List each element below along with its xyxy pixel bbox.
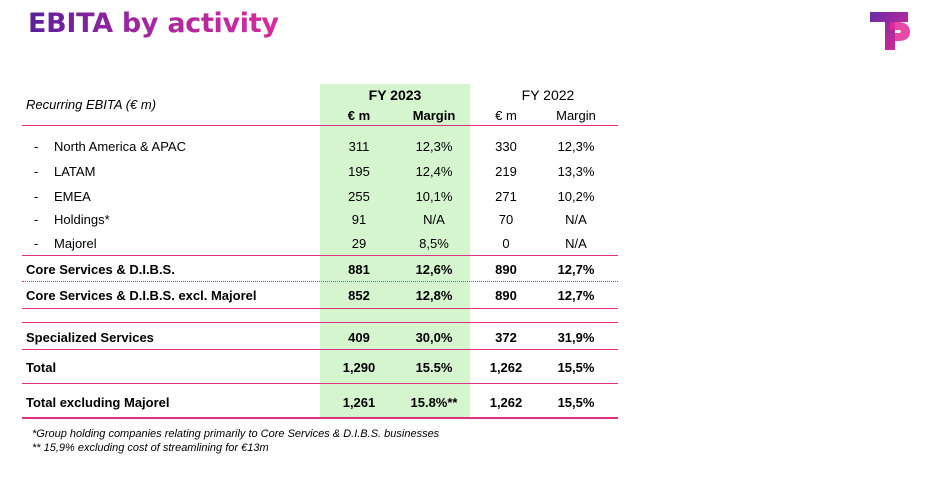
cell-fy2023-margin: 12,3% [415,139,453,154]
cell-fy2022-value: 890 [495,288,517,303]
fy2022-margin-header: Margin [556,108,596,123]
footnote: ** 15,9% excluding cost of streamlining … [32,442,269,454]
cell-fy2022-margin: 12,3% [557,139,595,154]
table-bottom-border [22,417,618,419]
cell-fy2023-value: 29 [351,236,367,251]
table-row-label: Core Services & D.I.B.S. [26,262,175,277]
cell-fy2022-margin: N/A [565,236,587,251]
row-divider [22,383,618,384]
fy2022-em-header: € m [495,108,517,123]
cell-fy2022-margin: 15,5% [557,395,595,410]
row-header-label: Recurring EBITA (€ m) [26,97,157,112]
cell-fy2022-margin: 15,5% [557,360,595,375]
cell-fy2022-value: 0 [502,236,510,251]
page-title: EBITA by activity [28,8,279,39]
cell-fy2023-margin: 15.8%** [410,395,458,410]
cell-fy2022-value: 219 [495,164,517,179]
fy2023-header: FY 2023 [368,87,422,103]
table-row-label: Specialized Services [26,330,154,345]
row-divider [22,255,618,256]
cell-fy2022-margin: 13,3% [557,164,595,179]
cell-fy2023-value: 409 [348,330,370,345]
table-row-label: Total [26,360,57,375]
cell-fy2023-margin: 12,8% [415,288,453,303]
header-divider [22,125,618,126]
fy2023-highlight-column [320,84,470,417]
table-row-label: - EMEA [34,189,91,204]
fy2022-header: FY 2022 [521,87,575,103]
cell-fy2022-margin: N/A [565,212,587,227]
cell-fy2022-value: 271 [495,189,517,204]
table-row-label: - Holdings* [34,212,110,227]
cell-fy2022-value: 1,262 [489,395,523,410]
cell-fy2023-margin: 12,6% [415,262,453,277]
table-row-label: Total excluding Majorel [26,395,170,410]
cell-fy2023-value: 852 [348,288,370,303]
cell-fy2022-value: 1,262 [489,360,523,375]
fy2023-em-header: € m [347,108,371,123]
row-divider [22,308,618,309]
table-row-label: - LATAM [34,164,96,179]
cell-fy2022-value: 70 [498,212,514,227]
cell-fy2023-value: 881 [348,262,370,277]
table-row-label: - North America & APAC [34,139,186,154]
cell-fy2023-margin: 12,4% [415,164,453,179]
cell-fy2023-value: 91 [351,212,367,227]
cell-fy2023-margin: N/A [423,212,445,227]
cell-fy2023-margin: 15.5% [415,360,453,375]
cell-fy2023-margin: 8,5% [419,236,449,251]
cell-fy2023-margin: 10,1% [415,189,453,204]
cell-fy2022-margin: 10,2% [557,189,595,204]
row-divider [22,349,618,350]
cell-fy2022-margin: 12,7% [557,288,595,303]
cell-fy2023-value: 1,290 [342,360,376,375]
cell-fy2023-value: 1,261 [342,395,376,410]
cell-fy2022-value: 890 [495,262,517,277]
footnotes: *Group holding companies relating primar… [32,427,439,455]
table-row-label: - Majorel [34,236,97,251]
cell-fy2023-value: 311 [348,139,370,154]
cell-fy2022-value: 330 [495,139,517,154]
cell-fy2022-value: 372 [495,330,517,345]
brand-logo-icon [870,12,910,50]
footnote: *Group holding companies relating primar… [32,428,440,440]
cell-fy2023-value: 195 [348,164,370,179]
fy2023-margin-header: Margin [412,108,456,123]
row-divider [22,322,618,323]
cell-fy2023-value: 255 [348,189,370,204]
cell-fy2023-margin: 30,0% [415,330,453,345]
cell-fy2022-margin: 31,9% [557,330,595,345]
table-row-label: Core Services & D.I.B.S. excl. Majorel [26,288,257,303]
cell-fy2022-margin: 12,7% [557,262,595,277]
row-divider [22,281,618,282]
